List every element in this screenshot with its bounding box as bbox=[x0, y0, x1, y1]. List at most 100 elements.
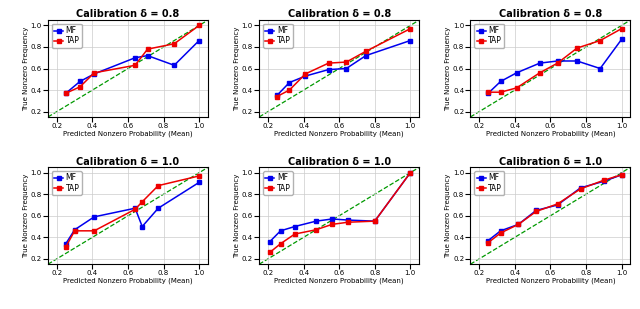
TAP bbox=[62, 245, 70, 249]
TAP bbox=[154, 184, 162, 188]
Y-axis label: True Nonzero Frequency: True Nonzero Frequency bbox=[234, 174, 240, 258]
MF bbox=[484, 239, 492, 242]
TAP bbox=[131, 207, 139, 211]
MF bbox=[273, 94, 281, 97]
TAP bbox=[515, 222, 522, 226]
TAP bbox=[342, 60, 350, 64]
MF bbox=[131, 56, 139, 60]
MF bbox=[170, 63, 178, 67]
MF bbox=[532, 209, 540, 212]
TAP bbox=[618, 173, 625, 177]
MF bbox=[291, 225, 299, 228]
MF bbox=[195, 39, 203, 42]
MF bbox=[406, 39, 414, 42]
TAP bbox=[131, 63, 139, 67]
TAP bbox=[62, 91, 70, 95]
Line: MF: MF bbox=[275, 38, 412, 98]
MF bbox=[62, 242, 70, 246]
MF bbox=[371, 219, 379, 223]
TAP bbox=[406, 171, 414, 175]
Title: Calibration δ = 0.8: Calibration δ = 0.8 bbox=[499, 9, 602, 19]
Line: MF: MF bbox=[64, 180, 201, 246]
Line: MF: MF bbox=[268, 171, 412, 244]
MF bbox=[536, 61, 543, 65]
TAP bbox=[266, 251, 274, 254]
TAP bbox=[573, 46, 581, 50]
MF bbox=[362, 54, 370, 57]
Line: TAP: TAP bbox=[486, 27, 623, 94]
TAP bbox=[291, 232, 299, 236]
MF bbox=[554, 203, 561, 207]
MF bbox=[406, 171, 414, 175]
TAP bbox=[144, 47, 152, 51]
Y-axis label: True Nonzero Frequency: True Nonzero Frequency bbox=[445, 26, 451, 111]
TAP bbox=[328, 222, 336, 226]
TAP bbox=[371, 219, 379, 223]
MF bbox=[62, 91, 70, 95]
MF bbox=[554, 59, 561, 63]
Legend: MF, TAP: MF, TAP bbox=[263, 24, 293, 48]
MF bbox=[324, 68, 332, 71]
TAP bbox=[362, 49, 370, 53]
TAP bbox=[273, 95, 281, 98]
MF bbox=[276, 229, 284, 233]
Line: TAP: TAP bbox=[64, 23, 201, 95]
Line: MF: MF bbox=[64, 38, 201, 95]
Legend: MF, TAP: MF, TAP bbox=[52, 171, 82, 195]
MF bbox=[515, 222, 522, 226]
X-axis label: Predicted Nonzero Probability (Mean): Predicted Nonzero Probability (Mean) bbox=[275, 278, 404, 284]
MF bbox=[577, 186, 584, 190]
Line: TAP: TAP bbox=[268, 171, 412, 254]
MF bbox=[618, 173, 625, 177]
Line: MF: MF bbox=[486, 173, 623, 243]
TAP bbox=[484, 241, 492, 244]
TAP bbox=[532, 210, 540, 213]
X-axis label: Predicted Nonzero Probability (Mean): Predicted Nonzero Probability (Mean) bbox=[486, 278, 615, 284]
MF bbox=[71, 228, 79, 232]
TAP bbox=[554, 202, 561, 206]
TAP bbox=[484, 90, 492, 94]
TAP bbox=[596, 39, 604, 42]
TAP bbox=[497, 231, 504, 235]
TAP bbox=[406, 27, 414, 31]
Line: TAP: TAP bbox=[64, 174, 201, 249]
TAP bbox=[324, 61, 332, 65]
TAP bbox=[276, 242, 284, 246]
Legend: MF, TAP: MF, TAP bbox=[474, 171, 504, 195]
MF bbox=[195, 180, 203, 184]
TAP bbox=[600, 178, 607, 182]
MF bbox=[497, 229, 504, 233]
MF bbox=[266, 240, 274, 243]
MF bbox=[131, 206, 139, 210]
Title: Calibration δ = 1.0: Calibration δ = 1.0 bbox=[76, 157, 180, 167]
MF bbox=[285, 81, 293, 84]
TAP bbox=[536, 71, 543, 75]
MF bbox=[301, 74, 309, 78]
Y-axis label: True Nonzero Frequency: True Nonzero Frequency bbox=[23, 26, 29, 111]
MF bbox=[618, 38, 625, 41]
Legend: MF, TAP: MF, TAP bbox=[474, 24, 504, 48]
X-axis label: Predicted Nonzero Probability (Mean): Predicted Nonzero Probability (Mean) bbox=[275, 131, 404, 137]
TAP bbox=[513, 86, 520, 90]
TAP bbox=[138, 200, 146, 204]
Title: Calibration δ = 0.8: Calibration δ = 0.8 bbox=[76, 9, 180, 19]
MF bbox=[344, 218, 352, 222]
X-axis label: Predicted Nonzero Probability (Mean): Predicted Nonzero Probability (Mean) bbox=[63, 131, 193, 137]
MF bbox=[600, 180, 607, 183]
MF bbox=[497, 80, 504, 83]
Line: TAP: TAP bbox=[275, 27, 412, 99]
Y-axis label: True Nonzero Frequency: True Nonzero Frequency bbox=[23, 174, 29, 258]
Y-axis label: True Nonzero Frequency: True Nonzero Frequency bbox=[445, 174, 451, 258]
Legend: MF, TAP: MF, TAP bbox=[263, 171, 293, 195]
MF bbox=[596, 67, 604, 70]
MF bbox=[484, 91, 492, 95]
MF bbox=[342, 67, 350, 70]
Y-axis label: True Nonzero Frequency: True Nonzero Frequency bbox=[234, 26, 240, 111]
MF bbox=[312, 219, 320, 223]
Line: MF: MF bbox=[486, 37, 623, 95]
MF bbox=[573, 59, 581, 63]
Title: Calibration δ = 1.0: Calibration δ = 1.0 bbox=[499, 157, 602, 167]
TAP bbox=[577, 187, 584, 191]
TAP bbox=[90, 229, 98, 233]
MF bbox=[90, 215, 98, 219]
